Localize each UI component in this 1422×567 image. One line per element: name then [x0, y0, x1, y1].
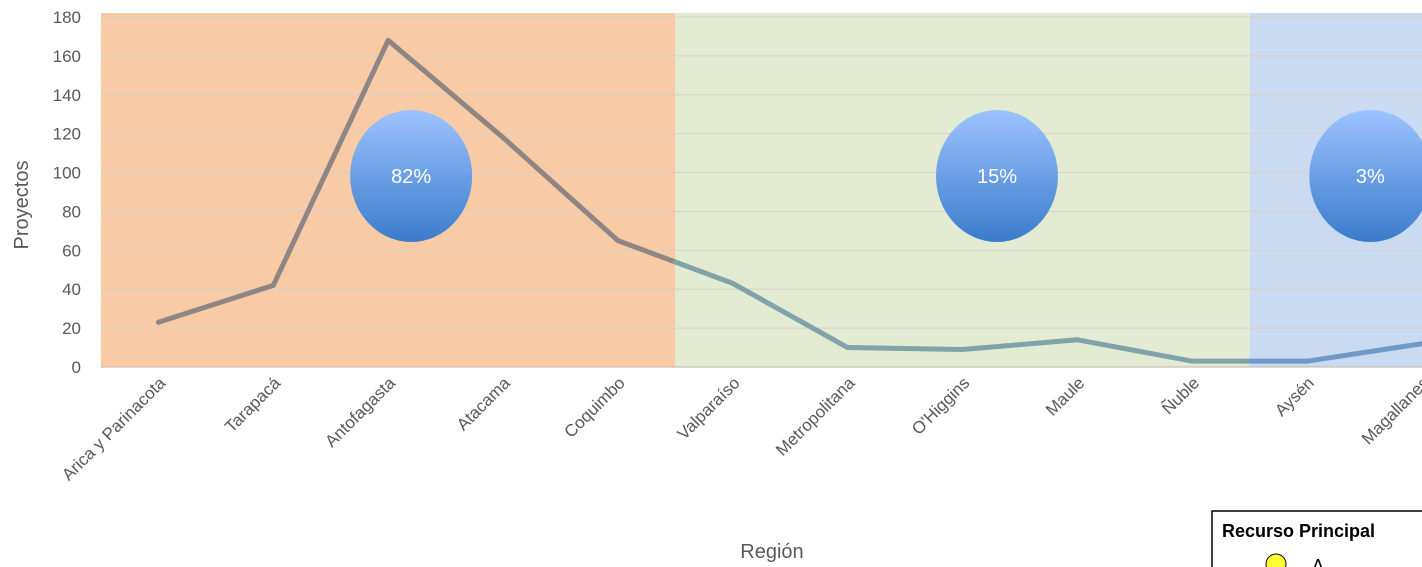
line-segment: [672, 259, 736, 286]
x-tick-label: Maule: [1042, 373, 1088, 419]
y-axis-ticks: 0 20 40 60 80 100 120 140 160 180: [53, 8, 81, 377]
line-segment: [500, 135, 621, 244]
region-zones: [101, 13, 1422, 367]
line-segment: [615, 238, 678, 265]
y-axis-title: Proyectos: [11, 161, 33, 250]
line-segment: [155, 282, 276, 325]
y-tick-label: 120: [53, 125, 81, 144]
line-segment: [270, 37, 391, 288]
share-label: 15%: [977, 166, 1017, 188]
line-segment: [960, 337, 1080, 352]
legend-marker-icon: [1265, 553, 1287, 567]
legend-item-label: A: [1312, 556, 1324, 567]
line-segment: [845, 345, 966, 352]
share-label: 82%: [391, 166, 431, 188]
legend-box: Recurso Principal A: [1211, 510, 1422, 567]
y-tick-label: 60: [62, 241, 81, 260]
y-tick-label: 160: [53, 47, 81, 66]
y-tick-label: 80: [62, 202, 81, 221]
x-tick-label: Aysén: [1271, 373, 1318, 420]
x-tick-label: O'Higgins: [908, 373, 973, 438]
share-label: 3%: [1356, 166, 1385, 188]
x-tick-label: Magallanes: [1358, 373, 1422, 448]
x-axis-ticks: Arica y Parinacota Tarapacá Antofagasta Ata…: [58, 373, 1422, 484]
share-bubble: [1309, 110, 1422, 242]
x-axis-title: Región: [740, 541, 803, 563]
x-tick-label: Coquimbo: [561, 373, 629, 441]
share-bubble: [935, 110, 1058, 242]
x-tick-label: Antofagasta: [321, 373, 399, 451]
share-bubbles: 82% 15% 3%: [350, 110, 1422, 242]
share-bubble: [350, 110, 473, 242]
x-tick-label: Atacama: [453, 373, 514, 434]
y-tick-label: 180: [53, 8, 81, 27]
x-tick-label: Ñuble: [1158, 373, 1203, 418]
x-tick-label: Arica y Parinacota: [58, 373, 169, 484]
y-tick-label: 140: [53, 86, 81, 105]
line-segment: [385, 37, 506, 141]
gridlines: [101, 16, 1422, 368]
x-tick-label: Tarapacá: [221, 373, 284, 436]
line-segment: [1074, 337, 1195, 364]
x-tick-label: Valparaíso: [674, 373, 744, 443]
y-tick-label: 40: [62, 280, 81, 299]
data-line: [155, 37, 1422, 364]
y-tick-label: 0: [72, 358, 81, 377]
legend-title: Recurso Principal: [1222, 521, 1375, 541]
y-tick-label: 20: [62, 319, 81, 338]
x-tick-label: Metropolitana: [772, 373, 859, 460]
line-segment: [730, 280, 851, 351]
y-tick-label: 100: [53, 164, 81, 183]
line-segment: [1304, 341, 1422, 364]
